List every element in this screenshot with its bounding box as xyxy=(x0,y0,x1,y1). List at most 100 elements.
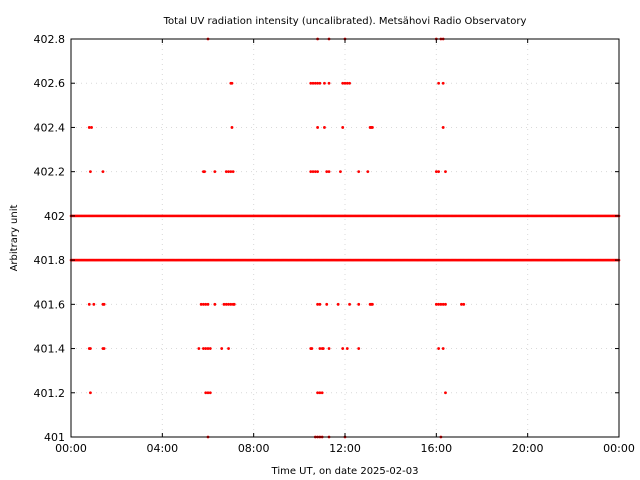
data-point xyxy=(444,170,447,174)
data-point xyxy=(206,302,210,306)
data-point xyxy=(197,347,201,350)
data-point xyxy=(213,302,217,306)
data-point xyxy=(102,302,106,306)
data-point xyxy=(232,302,236,306)
data-point xyxy=(357,347,361,350)
data-point xyxy=(339,170,342,174)
data-point xyxy=(224,302,228,306)
data-point xyxy=(327,170,331,174)
data-point xyxy=(327,81,331,85)
data-point xyxy=(102,347,106,350)
data-point xyxy=(208,391,212,395)
x-tick-label: 00:00 xyxy=(55,442,87,455)
data-point xyxy=(101,170,105,174)
data-point xyxy=(206,391,210,395)
x-tick-label: 08:00 xyxy=(238,442,270,455)
data-point xyxy=(327,347,331,350)
data-point xyxy=(309,81,313,85)
data-point xyxy=(316,302,319,306)
data-point xyxy=(441,347,445,350)
data-point xyxy=(313,81,317,85)
data-point xyxy=(208,347,212,350)
data-point xyxy=(348,302,351,306)
data-point xyxy=(343,81,347,85)
data-point xyxy=(462,302,466,306)
data-point xyxy=(320,391,324,395)
data-point xyxy=(323,126,326,129)
data-point xyxy=(434,170,438,174)
x-tick-label: 12:00 xyxy=(329,442,361,455)
data-point xyxy=(316,81,319,85)
data-point xyxy=(325,170,329,174)
data-point xyxy=(439,302,443,306)
data-point xyxy=(230,81,234,85)
data-point xyxy=(202,347,205,350)
data-point xyxy=(318,391,322,395)
data-point xyxy=(213,170,217,174)
data-point xyxy=(230,126,234,129)
data-point xyxy=(316,391,319,395)
data-point xyxy=(323,81,326,85)
data-point xyxy=(316,126,319,129)
data-point xyxy=(318,302,322,306)
data-point xyxy=(437,302,441,306)
y-tick-label: 401.2 xyxy=(34,387,66,400)
data-point xyxy=(318,81,322,85)
x-tick-label: 20:00 xyxy=(512,442,544,455)
grid-lines xyxy=(70,38,620,438)
data-points xyxy=(69,37,621,439)
tick-labels: 00:00 04:00 08:00 12:00 16:00 20:00 00:0040140… xyxy=(34,33,635,455)
data-point xyxy=(87,302,91,306)
y-axis-label: Arbitrary unit xyxy=(9,205,20,272)
data-point xyxy=(345,347,349,350)
data-point xyxy=(231,170,235,174)
data-point xyxy=(220,347,224,350)
data-point xyxy=(87,126,91,129)
data-point xyxy=(357,302,361,306)
y-tick-label: 402.2 xyxy=(34,166,66,179)
data-point xyxy=(89,347,92,350)
data-point xyxy=(366,170,370,174)
data-point xyxy=(89,391,92,395)
y-tick-label: 402 xyxy=(44,210,65,223)
data-point xyxy=(371,302,374,306)
data-point xyxy=(444,391,447,395)
data-point xyxy=(309,170,313,174)
data-point xyxy=(311,81,315,85)
data-point xyxy=(311,170,315,174)
data-point xyxy=(434,302,438,306)
data-point xyxy=(199,302,203,306)
data-point xyxy=(345,81,349,85)
data-point xyxy=(371,126,374,129)
data-point xyxy=(90,126,93,129)
axis-ticks xyxy=(70,38,620,438)
data-point xyxy=(316,170,319,174)
y-tick-label: 401.4 xyxy=(34,343,66,356)
data-point xyxy=(357,170,361,174)
data-point xyxy=(204,302,208,306)
y-tick-label: 401.8 xyxy=(34,254,66,267)
data-point xyxy=(341,81,345,85)
data-point xyxy=(437,81,441,85)
x-tick-label: 16:00 xyxy=(420,442,452,455)
data-point xyxy=(227,170,230,174)
data-point xyxy=(224,170,228,174)
y-tick-label: 402.4 xyxy=(34,121,66,134)
data-point xyxy=(348,81,351,85)
x-tick-label: 00:00 xyxy=(603,442,635,455)
data-point xyxy=(206,347,210,350)
data-point xyxy=(437,347,441,350)
data-point xyxy=(229,170,233,174)
data-point xyxy=(437,170,441,174)
data-point xyxy=(441,81,445,85)
data-point xyxy=(203,170,206,174)
data-point xyxy=(310,347,314,350)
data-point xyxy=(227,302,230,306)
x-tick-label: 04:00 xyxy=(146,442,178,455)
x-axis-label: Time UT, on date 2025-02-03 xyxy=(271,466,419,477)
data-point xyxy=(222,302,226,306)
data-point xyxy=(204,347,208,350)
y-tick-label: 402.6 xyxy=(34,77,66,90)
y-tick-label: 401.6 xyxy=(34,298,66,311)
